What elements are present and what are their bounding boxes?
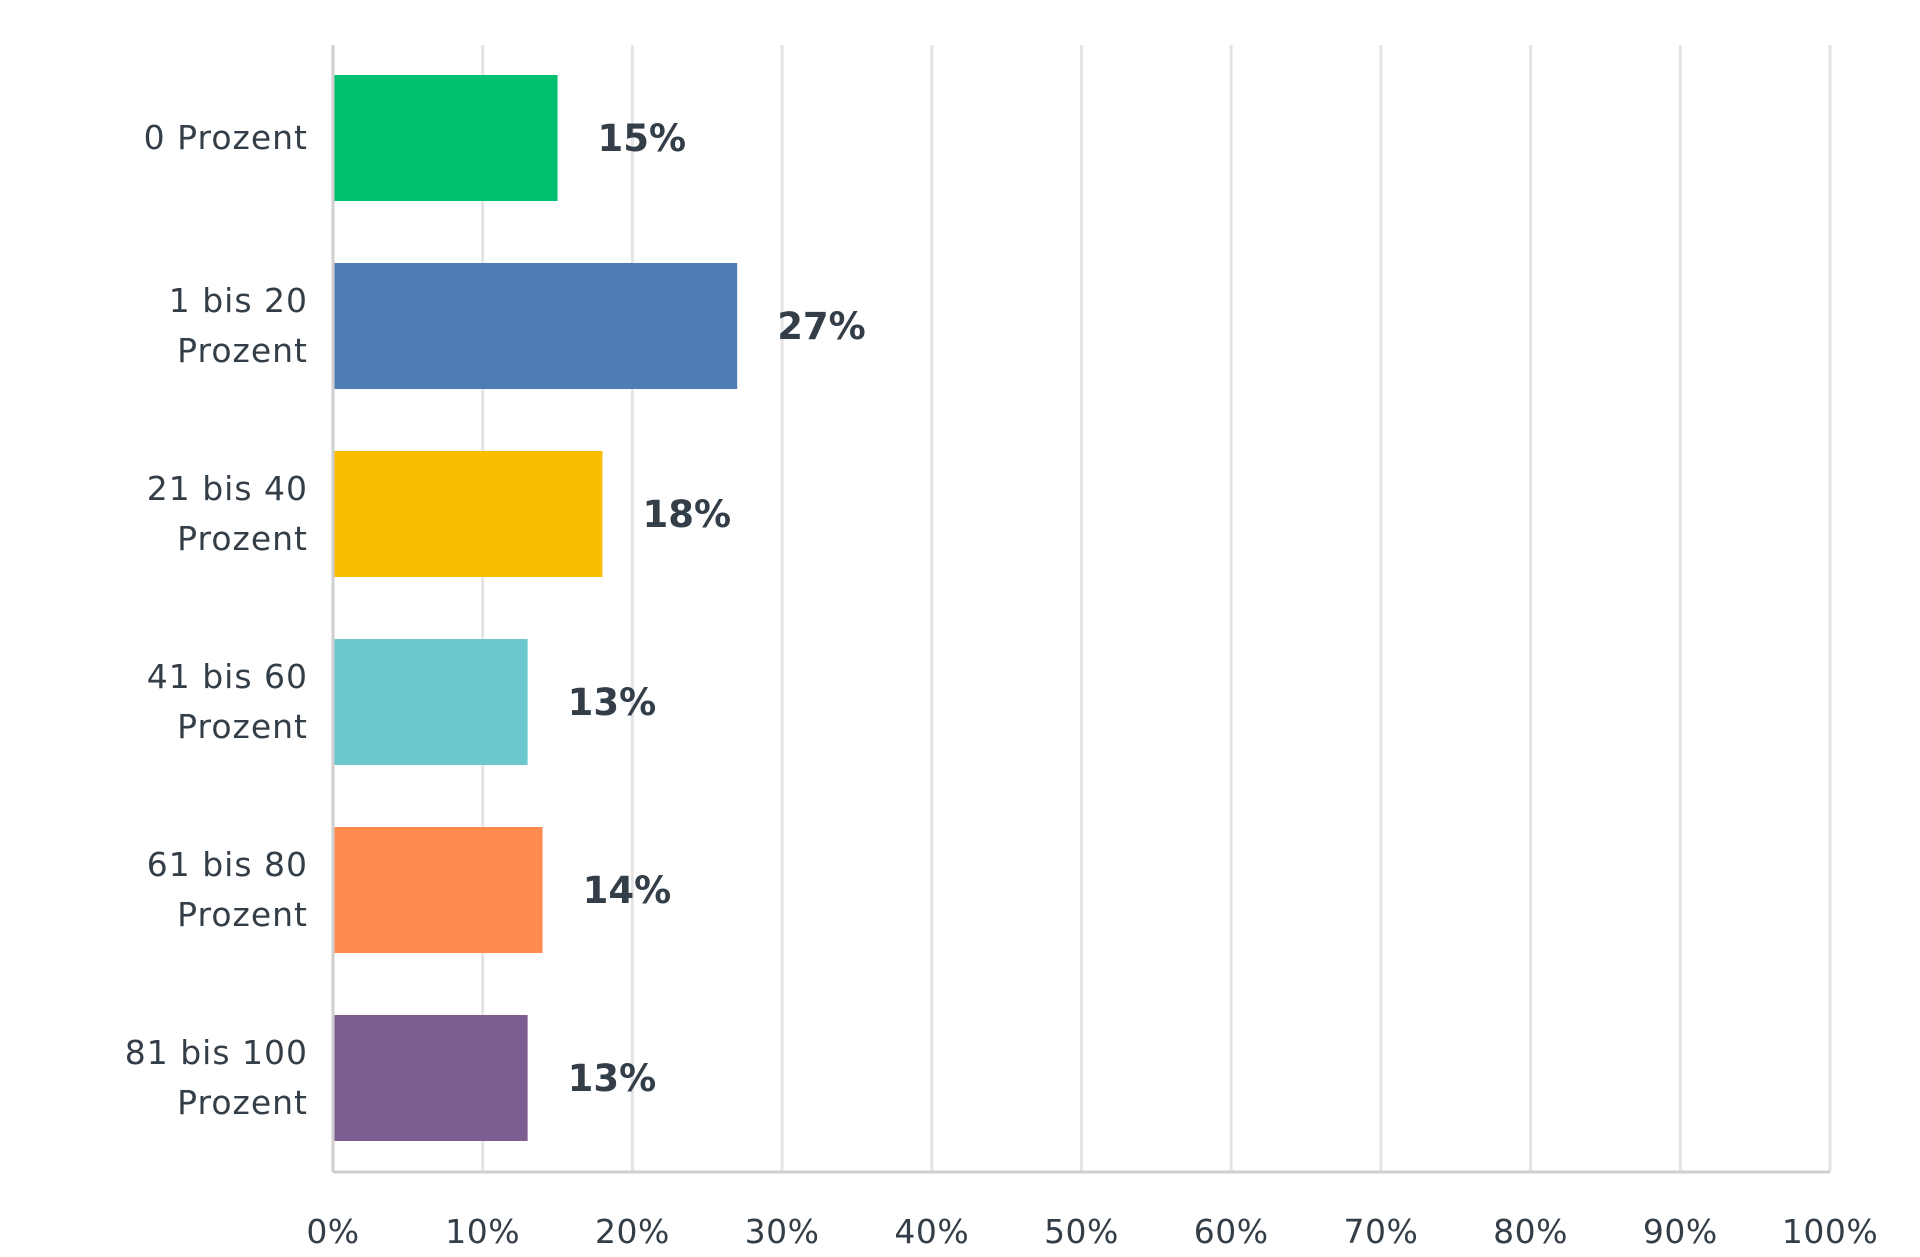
category-label-3-line-0: 41 bis 60 [147, 657, 308, 696]
data-label-5: 13% [568, 1057, 657, 1100]
gridlines [481, 45, 1832, 1172]
axes [331, 45, 1830, 1174]
x-tick-label-70: 70% [1343, 1212, 1418, 1251]
category-label-2-line-0: 21 bis 40 [147, 469, 308, 508]
bar-4 [333, 827, 543, 953]
bars [333, 75, 738, 1141]
bar-2 [333, 451, 603, 577]
category-label-0-line-0: 0 Prozent [144, 118, 308, 157]
x-tick-label-10: 10% [445, 1212, 520, 1251]
x-tick-label-20: 20% [595, 1212, 670, 1251]
x-tick-label-50: 50% [1044, 1212, 1119, 1251]
x-tick-label-60: 60% [1194, 1212, 1269, 1251]
x-tick-label-90: 90% [1643, 1212, 1718, 1251]
category-label-5-line-0: 81 bis 100 [125, 1033, 308, 1072]
x-tick-label-0: 0% [306, 1212, 359, 1251]
category-label-3-line-1: Prozent [177, 707, 308, 746]
bar-1 [333, 263, 738, 389]
data-label-4: 14% [583, 869, 672, 912]
bar-3 [333, 639, 528, 765]
bar-5 [333, 1015, 528, 1141]
category-label-2-line-1: Prozent [177, 519, 308, 558]
data-label-1: 27% [777, 305, 866, 348]
x-tick-label-30: 30% [745, 1212, 820, 1251]
x-tick-label-40: 40% [894, 1212, 969, 1251]
bar-0 [333, 75, 558, 201]
data-label-2: 18% [642, 493, 731, 536]
category-label-5-line-1: Prozent [177, 1083, 308, 1122]
labels: 0% 10% 20% 30% 40% 50% 60% 70% 80% 90% 100% 15% 0 Pr… [125, 117, 1878, 1251]
data-label-0: 15% [598, 117, 687, 160]
category-label-1-line-0: 1 bis 20 [169, 281, 308, 320]
x-tick-label-100: 100% [1782, 1212, 1878, 1251]
x-tick-label-80: 80% [1493, 1212, 1568, 1251]
category-label-1-line-1: Prozent [177, 331, 308, 370]
data-label-3: 13% [568, 681, 657, 724]
category-label-4-line-1: Prozent [177, 895, 308, 934]
category-label-4-line-0: 61 bis 80 [147, 845, 308, 884]
